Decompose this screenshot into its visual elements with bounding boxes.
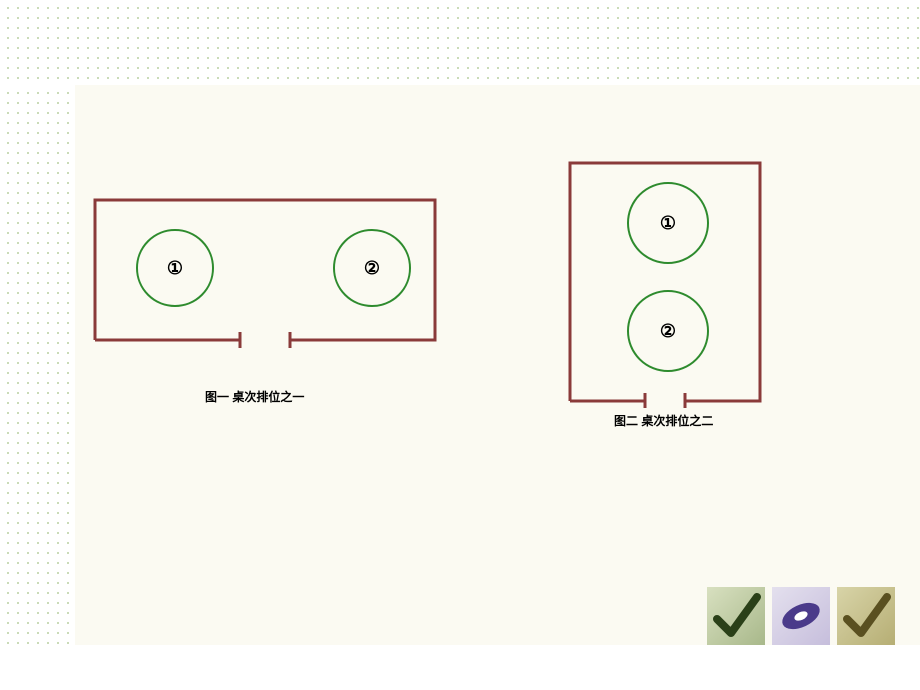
thumbnail-strip <box>707 587 895 645</box>
dotted-bg-top <box>0 0 920 85</box>
room-outline <box>95 200 435 340</box>
diagram-2-caption: 图二 桌次排位之二 <box>614 412 713 429</box>
table-label: ① <box>660 213 676 233</box>
diagram-2: ①② <box>560 153 770 408</box>
table-label: ② <box>364 258 380 278</box>
thumb-green-check <box>707 587 765 645</box>
table-label: ② <box>660 321 676 341</box>
room-outline <box>570 163 760 401</box>
diagram-1-caption: 图一 桌次排位之一 <box>205 388 304 405</box>
table-label: ① <box>167 258 183 278</box>
diagram-1: ①② <box>85 190 445 350</box>
thumb-purple-oval <box>772 587 830 645</box>
thumb-olive-check <box>837 587 895 645</box>
dotted-bg-left <box>0 85 75 645</box>
slide-area: ①② 图一 桌次排位之一 ①② 图二 桌次排位之二 <box>75 85 920 645</box>
